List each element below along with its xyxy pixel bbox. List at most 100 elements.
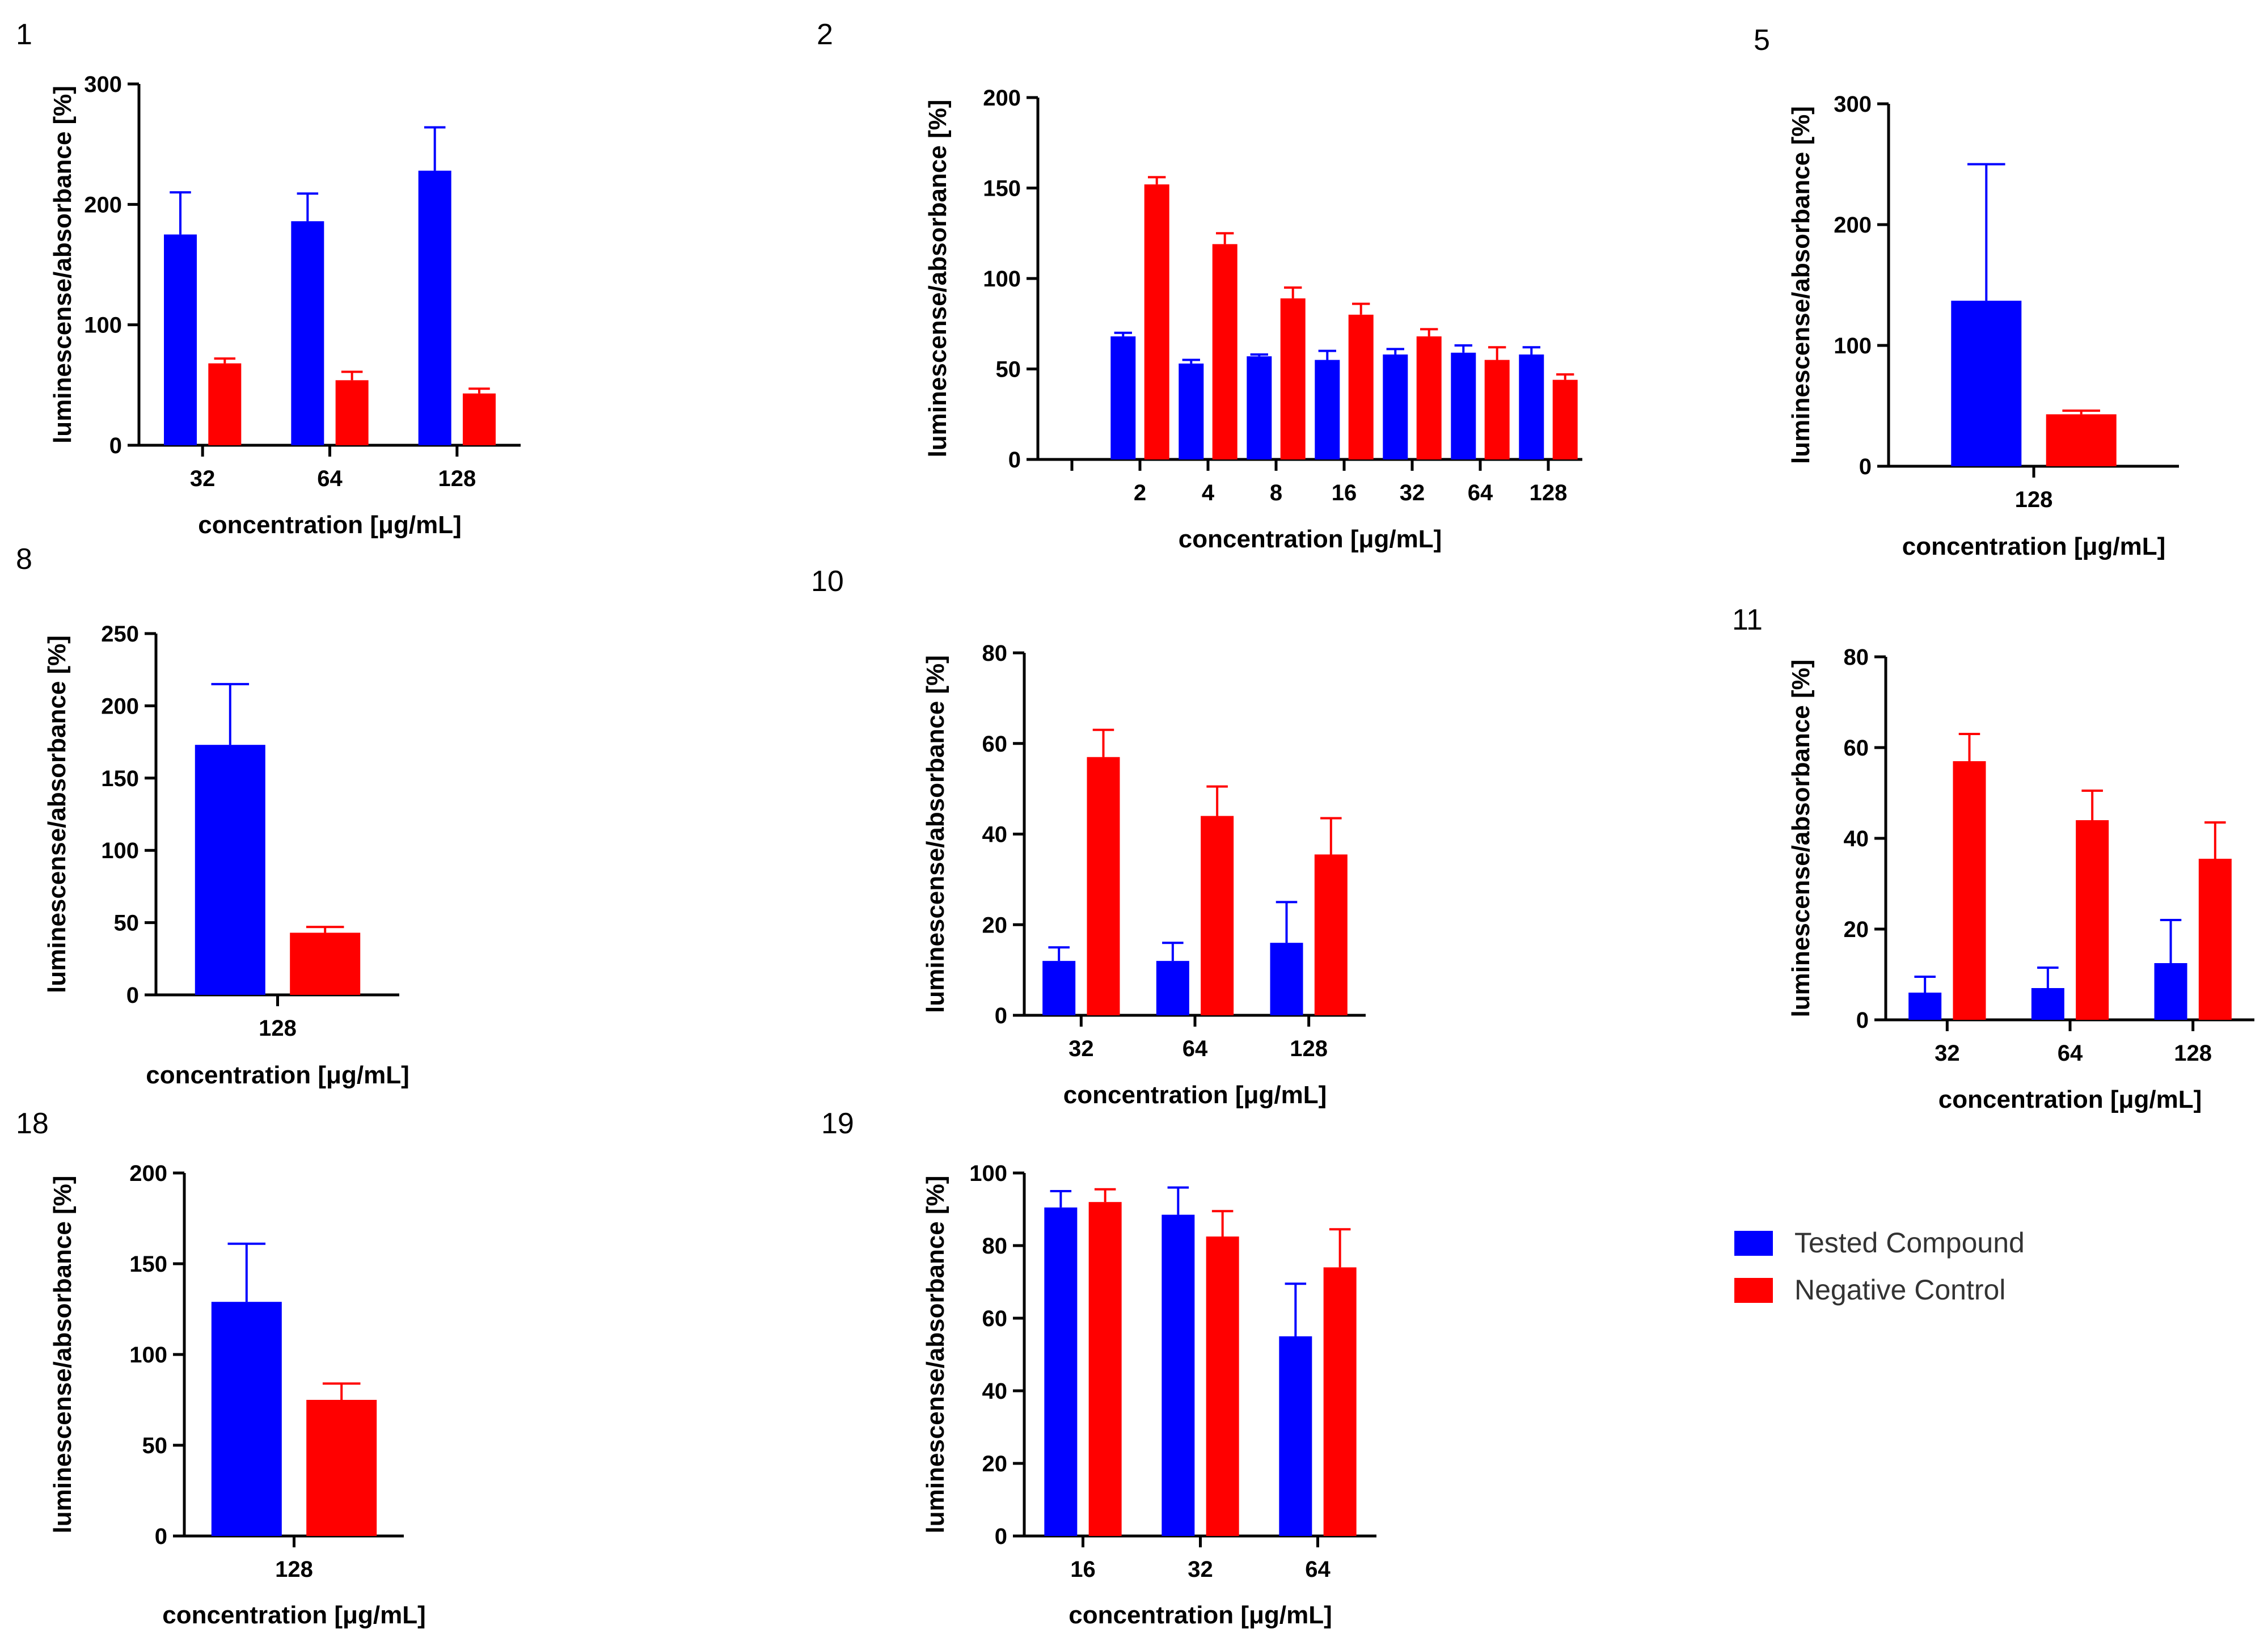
y-tick-label: 50: [142, 1433, 168, 1458]
x-tick-label: 16: [1070, 1557, 1096, 1582]
y-tick-label: 200: [129, 1161, 167, 1186]
y-tick-label: 60: [1844, 736, 1869, 761]
bar-tested: [1315, 360, 1340, 459]
bar-tested: [1951, 301, 2022, 466]
bar-control: [1206, 1237, 1239, 1536]
bar-control: [1212, 244, 1238, 459]
x-axis-title: concentration [μg/mL]: [162, 1601, 425, 1629]
x-tick-label: 32: [1068, 1036, 1094, 1061]
bar-tested: [1519, 354, 1544, 459]
bar-tested: [1247, 356, 1272, 459]
y-tick-label: 80: [982, 641, 1008, 666]
panel-label: 18: [16, 1107, 49, 1140]
bar-tested: [1044, 1207, 1078, 1536]
bar-tested: [1383, 354, 1408, 459]
bar-tested: [1451, 352, 1476, 459]
legend: Tested Compound Negative Control: [1734, 1227, 2025, 1306]
panel-label: 19: [821, 1107, 854, 1140]
y-tick-label: 0: [155, 1524, 167, 1549]
y-tick-label: 100: [101, 838, 139, 863]
bar-control: [1201, 816, 1234, 1015]
x-tick-label: 4: [1202, 480, 1215, 505]
y-axis-title: luminescense/absorbance [%]: [922, 1176, 949, 1534]
x-axis-title: concentration [μg/mL]: [1063, 1081, 1327, 1109]
y-tick-label: 50: [114, 911, 140, 936]
y-tick-label: 20: [982, 913, 1008, 938]
y-tick-label: 0: [109, 433, 122, 458]
x-tick-label: 128: [275, 1557, 313, 1582]
panel-label: 1: [16, 18, 32, 51]
y-axis-title: luminescense/absorbance [%]: [49, 86, 77, 444]
chart-panel-5: 5 0 100 200 300 128 concentration [μg/mL] lumin…: [1754, 24, 2179, 560]
bar-control: [290, 932, 361, 995]
y-tick-label: 100: [983, 267, 1021, 292]
x-tick-label: 128: [259, 1016, 297, 1041]
bar-control: [2198, 859, 2232, 1020]
y-tick-label: 150: [983, 176, 1021, 201]
bar-tested: [2154, 963, 2187, 1020]
y-tick-label: 0: [995, 1524, 1007, 1549]
x-tick-label: 128: [1290, 1036, 1328, 1061]
bar-tested: [1908, 993, 1942, 1020]
y-axis-title: luminescense/absorbance [%]: [922, 655, 949, 1013]
bar-tested: [1179, 363, 1204, 459]
bar-control: [1323, 1267, 1357, 1536]
y-tick-label: 40: [982, 822, 1008, 847]
bar-tested: [195, 745, 265, 995]
y-tick-label: 60: [982, 732, 1008, 757]
y-axis-title: luminescense/absorbance [%]: [1787, 106, 1815, 464]
x-axis-title: concentration [μg/mL]: [198, 511, 461, 539]
chart-panel-19: 19 0 20 40 60 80 100 16 32 64 concentration [μg/mL…: [821, 1107, 1376, 1629]
y-tick-label: 200: [101, 694, 139, 719]
chart-panel-2: 2 0 50 100 150 200 2 4 8 16 32 64 128 concentration […: [817, 18, 1582, 553]
y-tick-label: 0: [995, 1003, 1007, 1028]
legend-swatch-tested: [1734, 1231, 1773, 1256]
bar-tested: [164, 234, 197, 445]
bar-control: [1552, 379, 1578, 459]
y-tick-label: 0: [126, 983, 139, 1008]
bar-control: [306, 1400, 377, 1536]
bar-tested: [1156, 961, 1189, 1015]
x-tick-label: 32: [1935, 1041, 1960, 1066]
y-tick-label: 200: [1834, 213, 1872, 238]
chart-panel-10: 10 0 20 40 60 80 32 64 128 concentration [μg/mL] l…: [811, 565, 1366, 1109]
bar-control: [2076, 820, 2109, 1020]
x-tick-label: 32: [1188, 1557, 1213, 1582]
x-tick-label: 64: [1182, 1036, 1208, 1061]
y-tick-label: 150: [101, 766, 139, 791]
x-tick-label: 64: [1305, 1557, 1331, 1582]
bar-control: [208, 363, 242, 445]
bar-tested: [211, 1302, 282, 1536]
x-axis-title: concentration [μg/mL]: [1938, 1086, 2202, 1113]
y-tick-label: 100: [84, 313, 122, 338]
bar-tested: [418, 170, 451, 445]
panel-label: 11: [1732, 604, 1763, 636]
bar-tested: [1110, 336, 1136, 459]
x-tick-label: 64: [2058, 1041, 2083, 1066]
x-tick-label: 64: [1468, 480, 1493, 505]
panel-label: 2: [817, 18, 833, 51]
bar-control: [462, 393, 496, 445]
y-tick-label: 20: [1844, 917, 1869, 942]
bar-control: [1280, 298, 1306, 459]
bar-control: [1088, 1202, 1122, 1536]
y-tick-label: 150: [129, 1252, 167, 1277]
x-axis-title: concentration [μg/mL]: [1902, 533, 2165, 560]
bar-tested: [2031, 988, 2064, 1020]
bar-control: [1314, 854, 1348, 1015]
bar-control: [335, 380, 369, 445]
y-tick-label: 300: [1834, 92, 1872, 117]
x-axis-title: concentration [μg/mL]: [146, 1061, 409, 1089]
x-tick-label: 128: [438, 466, 476, 491]
bar-control: [1416, 336, 1442, 459]
y-tick-label: 0: [1008, 448, 1021, 472]
y-tick-label: 50: [996, 357, 1021, 382]
x-tick-label: 128: [1530, 480, 1568, 505]
x-tick-label: 64: [317, 466, 343, 491]
y-tick-label: 20: [982, 1451, 1008, 1476]
y-tick-label: 80: [982, 1234, 1008, 1259]
legend-label-control: Negative Control: [1794, 1274, 2005, 1306]
panel-label: 10: [811, 565, 844, 598]
bar-control: [1087, 757, 1120, 1015]
panel-label: 5: [1754, 24, 1770, 57]
